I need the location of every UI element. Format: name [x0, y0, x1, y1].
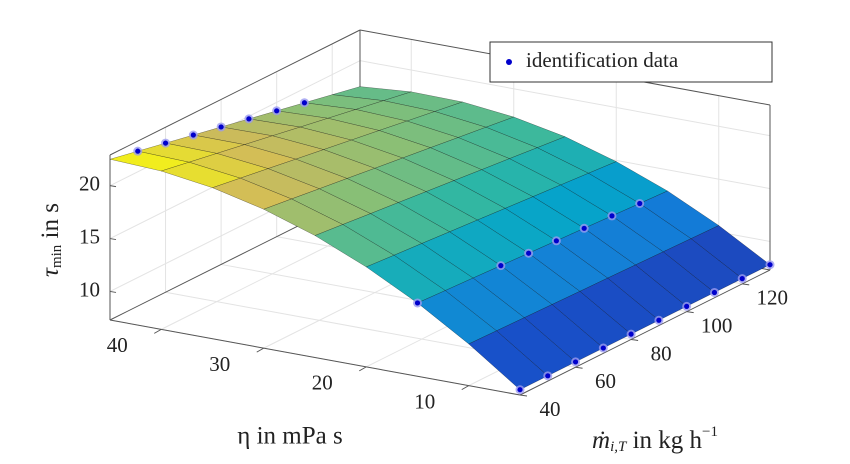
x-tick-label: 40 — [107, 333, 128, 357]
data-point — [414, 300, 421, 306]
data-point — [600, 345, 606, 351]
data-point — [246, 116, 252, 122]
tick-mark — [519, 394, 528, 397]
z-tick-label: 20 — [79, 171, 100, 195]
legend-label: identification data — [526, 48, 679, 72]
x-tick-label: 10 — [414, 389, 435, 413]
data-point — [218, 124, 224, 130]
axis-line — [109, 29, 361, 156]
z-label-main: τ — [37, 267, 64, 277]
data-point — [711, 289, 718, 296]
x-axis-label: η in mPa s — [237, 423, 342, 450]
z-tick-label: 15 — [79, 224, 100, 248]
tick-mark — [686, 311, 694, 314]
tick-mark — [154, 328, 162, 334]
y-label-after: in kg h — [626, 427, 702, 454]
axis-line — [109, 319, 521, 396]
legend-marker — [506, 59, 512, 65]
data-point — [553, 238, 559, 244]
data-point — [637, 200, 643, 207]
data-point — [526, 250, 532, 256]
axis-line — [519, 269, 771, 396]
data-point — [301, 100, 308, 106]
data-point — [609, 213, 615, 219]
data-point — [135, 148, 141, 154]
y-axis-label: ṁi,T in kg h−1 — [592, 424, 718, 455]
legend-box — [489, 41, 773, 83]
z-label-sub: min — [49, 244, 65, 268]
tick-mark — [742, 283, 750, 286]
data-point — [274, 108, 280, 114]
tick-mark — [575, 366, 583, 369]
tick-mark — [359, 366, 367, 372]
x-tick-label: 30 — [209, 352, 230, 376]
data-point — [190, 132, 196, 138]
data-point — [656, 317, 662, 323]
grid-line — [359, 60, 771, 137]
data-point — [628, 331, 634, 337]
tick-mark — [109, 238, 117, 241]
z-axis-label: τmin in s — [37, 203, 66, 277]
y-tick-label: 40 — [540, 397, 561, 421]
x-tick-label: 20 — [312, 371, 333, 395]
tick-mark — [631, 338, 639, 341]
tick-mark — [256, 347, 264, 353]
y-label-sup: −1 — [702, 424, 718, 440]
y-tick-label: 60 — [595, 369, 616, 393]
data-point — [684, 303, 690, 309]
data-point — [767, 262, 773, 268]
y-tick-label: 120 — [756, 286, 788, 310]
data-point — [498, 263, 504, 269]
y-tick-label: 100 — [701, 313, 733, 337]
tick-mark — [109, 185, 117, 188]
y-tick-label: 80 — [651, 341, 672, 365]
data-point — [162, 140, 169, 146]
data-point — [517, 387, 523, 393]
data-point — [572, 359, 579, 365]
tick-mark — [109, 290, 117, 293]
y-label-main: ṁ — [592, 427, 610, 454]
data-point — [581, 225, 587, 231]
surface-patch — [468, 330, 549, 390]
y-label-sub: i,T — [610, 439, 628, 455]
tick-mark — [461, 385, 469, 391]
z-label-after: in s — [37, 203, 64, 245]
data-point — [739, 276, 745, 282]
z-tick-label: 10 — [79, 277, 100, 301]
data-point — [545, 373, 551, 379]
